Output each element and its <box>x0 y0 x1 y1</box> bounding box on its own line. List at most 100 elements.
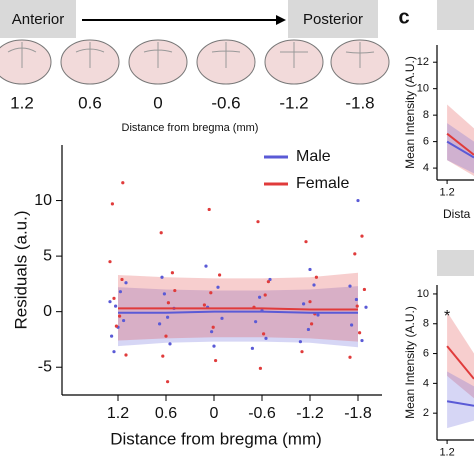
position-label: -1.8 <box>345 93 374 112</box>
data-point <box>204 264 208 268</box>
data-point <box>302 302 306 306</box>
data-point <box>209 291 213 295</box>
data-point <box>110 334 114 338</box>
data-point <box>216 285 220 289</box>
data-point <box>308 267 312 272</box>
legend-label: Female <box>296 175 349 192</box>
y-tick-label: 0 <box>43 303 52 320</box>
data-point <box>256 220 260 224</box>
confidence-band <box>447 311 474 399</box>
data-point <box>360 234 364 238</box>
data-point <box>308 300 312 304</box>
data-point <box>214 358 218 363</box>
brain-detail <box>143 42 173 68</box>
panel-header <box>437 250 474 276</box>
data-point <box>122 318 126 323</box>
x-tick-label: 1.2 <box>439 447 454 459</box>
data-point <box>263 293 267 297</box>
position-label: 1.2 <box>10 93 34 112</box>
posterior-label: Posterior <box>303 11 363 28</box>
data-point <box>124 281 128 285</box>
y-axis-label: Mean Intensity (A.U.) <box>403 56 417 169</box>
data-point <box>120 277 124 282</box>
brain-detail <box>279 42 308 68</box>
fit-line <box>118 307 358 311</box>
data-point <box>354 297 358 302</box>
data-point <box>158 322 162 326</box>
data-point <box>112 296 116 300</box>
header-xlabel: Distance from bregma (mm) <box>122 122 259 134</box>
data-point <box>310 322 314 326</box>
data-point <box>218 273 222 277</box>
y-tick-label: 10 <box>34 192 52 209</box>
anterior-label: Anterior <box>12 11 65 28</box>
data-point <box>210 330 214 334</box>
x-tick-label: 1.2 <box>107 405 129 422</box>
y-tick-label: 10 <box>417 83 429 95</box>
data-point <box>350 323 354 327</box>
brain-section <box>0 39 52 85</box>
data-point <box>353 252 357 256</box>
y-tick-label: 8 <box>423 109 429 121</box>
y-tick-label: 8 <box>423 318 429 330</box>
data-point <box>254 320 258 324</box>
y-tick-label: 12 <box>417 56 429 68</box>
confidence-band <box>447 371 474 429</box>
x-tick-label: 1.2 <box>439 187 454 199</box>
y-tick-label: 2 <box>423 407 429 419</box>
data-point <box>250 346 254 350</box>
fit-line <box>446 132 474 156</box>
data-point <box>304 240 308 244</box>
data-point <box>121 181 125 185</box>
data-point <box>355 304 359 308</box>
data-point <box>160 275 164 279</box>
data-point <box>124 353 128 357</box>
fit-line <box>446 345 474 380</box>
data-point <box>212 344 216 348</box>
position-label: 0.6 <box>78 93 102 112</box>
y-tick-label: 10 <box>417 288 429 300</box>
data-point <box>108 260 112 264</box>
data-point <box>118 314 122 318</box>
y-tick-label: 4 <box>423 377 429 389</box>
data-point <box>173 288 177 293</box>
confidence-band <box>447 104 474 177</box>
data-point <box>268 277 272 282</box>
legend-label: Male <box>296 148 331 165</box>
data-point <box>360 338 364 343</box>
y-tick-label: -5 <box>38 358 52 375</box>
data-point <box>300 350 304 354</box>
confidence-band <box>447 123 474 174</box>
data-point <box>168 342 172 346</box>
x-axis-label: Distance from bregma (mm) <box>110 429 322 448</box>
data-point <box>114 304 118 308</box>
data-point <box>258 295 262 299</box>
x-tick-label: -0.6 <box>248 405 276 422</box>
y-tick-label: 6 <box>423 347 429 359</box>
data-point <box>348 284 352 288</box>
brain-detail <box>211 42 241 68</box>
data-point <box>258 366 262 370</box>
y-tick-label: 4 <box>423 162 429 174</box>
data-point <box>202 303 206 307</box>
data-point <box>358 331 362 335</box>
data-point <box>114 324 118 328</box>
x-tick-label: 0.6 <box>155 405 177 422</box>
y-axis-label: Residuals (a.u.) <box>11 210 30 329</box>
anterior-box <box>0 0 76 38</box>
data-point <box>118 290 122 294</box>
position-label: -0.6 <box>211 93 240 112</box>
data-point <box>362 287 366 292</box>
data-point <box>164 334 168 338</box>
data-point <box>348 355 352 359</box>
data-point <box>159 231 163 235</box>
data-point <box>162 292 166 296</box>
data-point <box>298 340 302 344</box>
data-point <box>166 301 170 305</box>
confidence-band <box>118 286 358 348</box>
data-point <box>170 271 174 275</box>
x-tick-label: 0 <box>210 405 219 422</box>
position-label: 0 <box>153 93 162 112</box>
data-point <box>112 350 116 354</box>
